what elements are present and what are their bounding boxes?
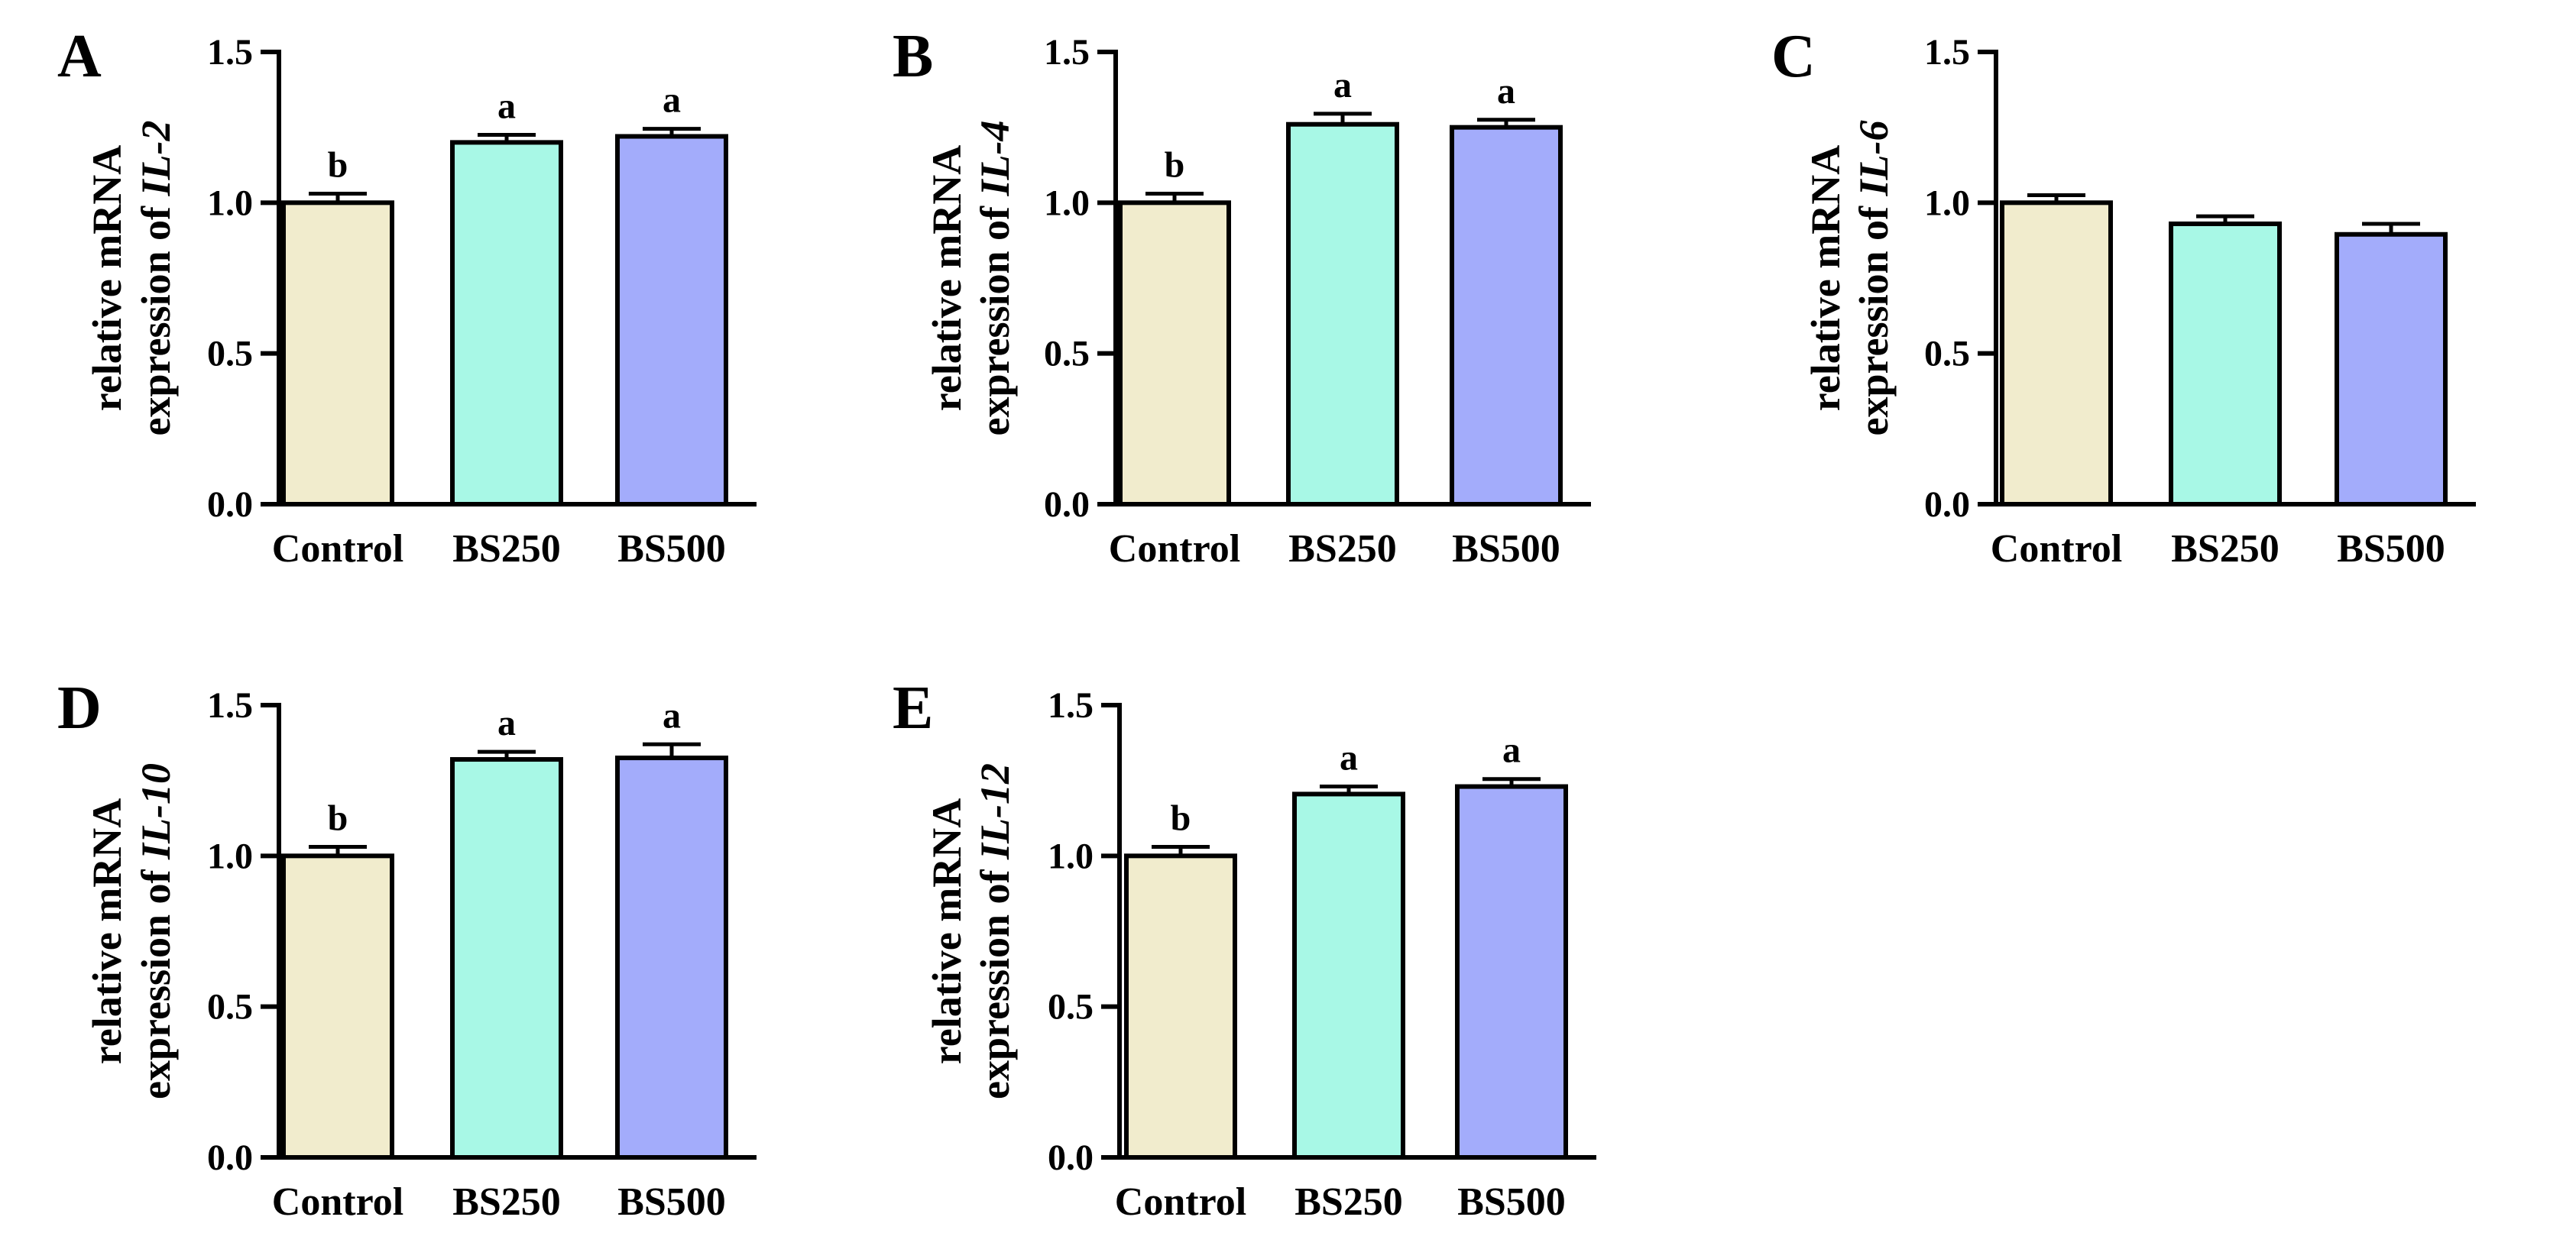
significance-label: a xyxy=(1502,730,1521,771)
panel-letter: E xyxy=(893,675,933,742)
y-axis-label-gene: IL-6 xyxy=(1851,121,1897,197)
significance-label: b xyxy=(328,144,348,185)
x-tick-label: Control xyxy=(1991,527,2122,571)
y-tick-label: 1.5 xyxy=(207,685,253,726)
y-tick-label: 1.5 xyxy=(207,32,253,73)
y-axis-label-prefix: expression of xyxy=(133,859,179,1099)
y-tick-label: 0.0 xyxy=(207,484,253,525)
y-axis-label-prefix: expression of xyxy=(972,196,1018,435)
significance-label: a xyxy=(663,695,681,736)
x-tick-label: Control xyxy=(272,527,403,571)
y-axis-label-line-2: expression of IL-2 xyxy=(133,121,179,436)
bar-control xyxy=(281,853,394,1160)
panel-letter: C xyxy=(1771,23,1816,90)
significance-label: b xyxy=(1171,798,1191,838)
panel-letter: A xyxy=(57,23,102,90)
y-tick-label: 0.0 xyxy=(1044,484,1090,525)
significance-label: a xyxy=(497,86,516,127)
x-tick-label: BS250 xyxy=(452,527,561,571)
x-tick-label: BS250 xyxy=(1294,1180,1403,1224)
y-axis-label-prefix: expression of xyxy=(972,859,1018,1099)
significance-label: a xyxy=(1333,65,1352,105)
significance-label: a xyxy=(663,80,681,121)
significance-label: a xyxy=(497,703,516,743)
y-axis-label-line-1: relative mRNA xyxy=(924,798,970,1064)
y-axis-label-line-1: relative mRNA xyxy=(84,798,130,1064)
y-tick-label: 0.0 xyxy=(1924,484,1970,525)
panel-letter: B xyxy=(893,23,933,90)
x-tick-label: Control xyxy=(272,1180,403,1224)
y-tick-label: 0.5 xyxy=(1048,987,1094,1028)
y-tick-label: 1.0 xyxy=(207,183,253,223)
y-axis-label-gene: IL-10 xyxy=(133,763,179,860)
y-tick-label: 0.0 xyxy=(1048,1138,1094,1178)
bar-bs500 xyxy=(1455,784,1568,1160)
panel-letter: D xyxy=(57,675,102,742)
y-tick-label: 1.5 xyxy=(1044,32,1090,73)
y-tick-label: 1.0 xyxy=(1924,183,1970,223)
significance-label: b xyxy=(328,798,348,838)
y-axis-label-gene: IL-2 xyxy=(133,121,179,197)
y-tick-label: 1.5 xyxy=(1048,685,1094,726)
x-tick-label: BS250 xyxy=(1288,527,1397,571)
y-tick-label: 0.5 xyxy=(1924,334,1970,374)
bar-bs500 xyxy=(1450,125,1563,507)
y-axis-label-gene: IL-12 xyxy=(972,763,1018,860)
significance-label: a xyxy=(1497,71,1515,112)
y-tick-label: 1.5 xyxy=(1924,32,1970,73)
bar-bs250 xyxy=(450,140,563,507)
bar-control xyxy=(2000,200,2113,507)
bar-bs250 xyxy=(1286,121,1399,507)
y-tick-label: 0.5 xyxy=(207,987,253,1028)
x-tick-label: Control xyxy=(1115,1180,1246,1224)
x-tick-label: BS250 xyxy=(452,1180,561,1224)
y-axis-label-line-2: expression of IL-12 xyxy=(972,763,1018,1099)
bar-bs250 xyxy=(1292,791,1405,1160)
bar-bs250 xyxy=(2169,221,2282,507)
y-axis-label-gene: IL-4 xyxy=(972,121,1018,197)
bar-bs500 xyxy=(615,134,728,507)
y-axis-label-line-1: relative mRNA xyxy=(84,145,130,411)
bar-control xyxy=(281,200,394,507)
x-tick-label: BS500 xyxy=(1457,1180,1566,1224)
bar-bs250 xyxy=(450,757,563,1160)
bar-bs500 xyxy=(615,756,728,1160)
y-tick-label: 1.0 xyxy=(1044,183,1090,223)
significance-label: b xyxy=(1165,144,1185,185)
y-axis-label-prefix: expression of xyxy=(133,196,179,435)
bar-control xyxy=(1118,200,1231,507)
x-tick-label: BS500 xyxy=(2337,527,2445,571)
x-tick-label: BS500 xyxy=(617,1180,726,1224)
x-tick-label: BS500 xyxy=(1452,527,1560,571)
y-tick-label: 0.0 xyxy=(207,1138,253,1178)
y-tick-label: 0.5 xyxy=(1044,334,1090,374)
bar-control xyxy=(1124,853,1237,1160)
y-tick-label: 0.5 xyxy=(207,334,253,374)
y-axis-label-line-2: expression of IL-6 xyxy=(1851,121,1897,436)
y-axis-label-line-2: expression of IL-10 xyxy=(133,763,179,1099)
y-axis-label-line-1: relative mRNA xyxy=(1803,145,1849,411)
y-axis-label-line-2: expression of IL-4 xyxy=(972,121,1018,436)
x-tick-label: BS500 xyxy=(617,527,726,571)
significance-label: a xyxy=(1340,738,1358,778)
x-tick-label: BS250 xyxy=(2171,527,2280,571)
bar-bs500 xyxy=(2335,231,2448,507)
y-axis-label-line-1: relative mRNA xyxy=(924,145,970,411)
x-tick-label: Control xyxy=(1109,527,1240,571)
y-tick-label: 1.0 xyxy=(207,836,253,876)
y-axis-label-prefix: expression of xyxy=(1851,196,1897,435)
y-tick-label: 1.0 xyxy=(1048,836,1094,876)
